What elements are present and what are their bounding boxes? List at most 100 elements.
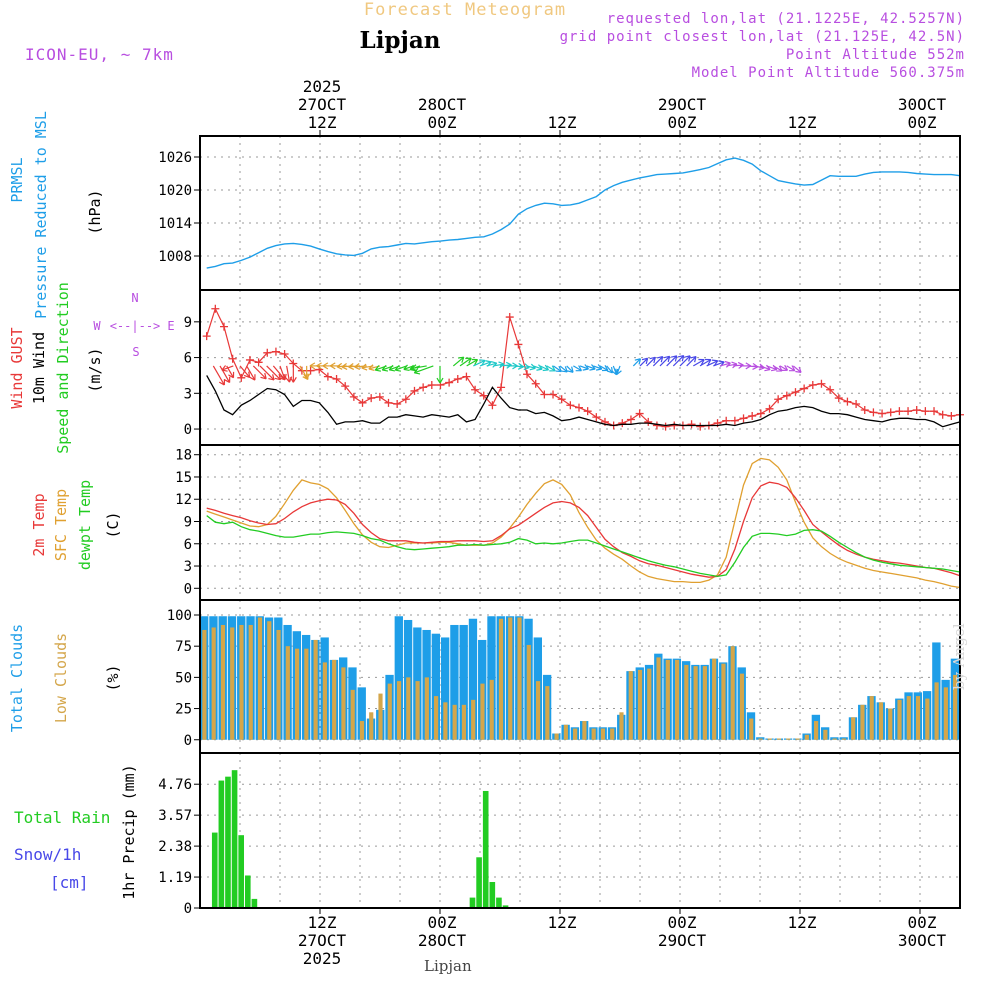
rain-bar	[211, 832, 218, 908]
gust-marker	[297, 366, 306, 375]
rain-bar	[469, 897, 476, 908]
wind-arrow	[239, 365, 251, 378]
gust-marker	[696, 422, 705, 431]
wind-arrow	[606, 365, 613, 374]
gust-marker	[479, 391, 488, 400]
wind-arrow	[559, 365, 568, 373]
sfc-temp-label: SFC Temp	[52, 489, 70, 561]
gust-marker	[852, 400, 861, 409]
wind-dir-label: Speed and Direction	[54, 282, 72, 454]
wind-arrow-head	[536, 364, 543, 371]
wind-arrow	[499, 364, 512, 367]
y-tick-label: 9	[184, 515, 192, 531]
low-cloud-bar	[295, 648, 300, 740]
gust-marker	[505, 313, 514, 322]
gust-marker	[886, 408, 895, 417]
wind-arrow-head	[394, 365, 402, 372]
wind-arrow	[252, 365, 267, 380]
gust-marker	[834, 394, 843, 403]
y-tick-label: 3.57	[158, 808, 192, 824]
compass-letter: E	[167, 319, 174, 333]
wind-arrow	[586, 365, 596, 370]
wind-arrow-head	[457, 356, 465, 363]
low-cloud-bar	[341, 667, 346, 740]
wind-arrow-head	[781, 364, 789, 371]
temperature-panel-frame	[199, 444, 961, 601]
y-tick-label: 0	[184, 581, 192, 597]
bottom-time-label: 30OCT	[898, 931, 947, 950]
gust-marker	[427, 380, 436, 389]
gust-marker	[756, 409, 765, 418]
low-cloud-bar	[776, 738, 782, 740]
wind-arrow	[411, 365, 427, 370]
wind-arrow-head	[567, 366, 574, 373]
gust-marker	[306, 366, 315, 375]
gust-marker	[211, 304, 220, 313]
wind-arrow-head	[221, 365, 228, 372]
gust-marker	[869, 408, 878, 417]
wind-arrow	[533, 365, 543, 370]
dewpt-line	[206, 515, 961, 578]
gust-marker	[878, 409, 887, 418]
low-cloud-bar	[230, 627, 235, 740]
wind-arrow-head	[582, 364, 589, 371]
gust-marker	[730, 416, 739, 425]
bottom-time-label: 00Z	[908, 913, 937, 932]
low-cloud-bar	[332, 659, 337, 740]
wind-arrow-head	[403, 364, 410, 372]
low-cloud-bar	[841, 738, 846, 740]
wind-arrow	[713, 361, 725, 367]
wind-arrow	[593, 365, 603, 370]
gust-marker	[557, 395, 566, 404]
gust-marker	[644, 417, 653, 426]
wind-arrow	[666, 355, 678, 367]
gust-marker	[531, 379, 540, 388]
rain-bar	[244, 875, 251, 908]
low-cloud-bar	[239, 624, 244, 740]
snow-label: Snow/1h	[14, 845, 81, 864]
low-cloud-bar	[406, 677, 411, 740]
product-title: Forecast Meteogram	[364, 0, 566, 20]
total-cloud-bar	[394, 616, 403, 740]
gust-marker	[722, 416, 731, 425]
gust-marker	[626, 415, 635, 424]
bottom-time-label: 2025	[303, 949, 342, 968]
wind-arrow	[652, 356, 664, 367]
precipitation-grid: 0 1.19 2.38 3.57 4.76	[158, 753, 960, 917]
wind-arrow	[786, 365, 796, 372]
bottom-time-label: 12Z	[788, 913, 817, 932]
top-time-label: 27OCT	[298, 95, 347, 114]
wind-arrow	[259, 365, 275, 381]
gust-marker	[808, 380, 817, 389]
temp-units: (C)	[104, 511, 122, 538]
wind-arrow	[459, 357, 472, 367]
gust-marker	[921, 407, 930, 416]
top-time-label: 30OCT	[898, 95, 947, 114]
wind-arrow	[266, 365, 281, 381]
low-cloud-bar	[285, 646, 290, 740]
low-cloud-bar	[202, 629, 207, 740]
y-tick-label: 3	[184, 559, 192, 575]
low-cloud-bar	[350, 689, 355, 740]
wind-arrow-head	[684, 355, 691, 362]
wind-speed-line	[206, 375, 961, 428]
wind-arrow-head	[285, 376, 293, 383]
gust-marker	[817, 379, 826, 388]
wind-arrow-head	[788, 365, 796, 372]
low-cloud-bar	[665, 659, 670, 740]
low-cloud-bar	[248, 624, 253, 740]
wind-arrow-head	[615, 368, 622, 375]
wind-arrow	[566, 365, 574, 373]
low-cloud-bar	[869, 696, 874, 740]
dewpt-label: dewpt Temp	[76, 480, 94, 570]
low-cloud-bar	[369, 712, 374, 740]
wind-arrow-head	[601, 365, 609, 372]
wind-arrow-head	[649, 356, 656, 364]
wind-arrow	[686, 356, 697, 367]
gust-marker	[280, 349, 289, 358]
gust-marker	[947, 411, 956, 420]
wind-arrow-head	[698, 358, 705, 366]
temp-2m-line	[206, 481, 961, 578]
gust-marker	[341, 382, 350, 391]
wind-arrow-head	[354, 363, 361, 371]
